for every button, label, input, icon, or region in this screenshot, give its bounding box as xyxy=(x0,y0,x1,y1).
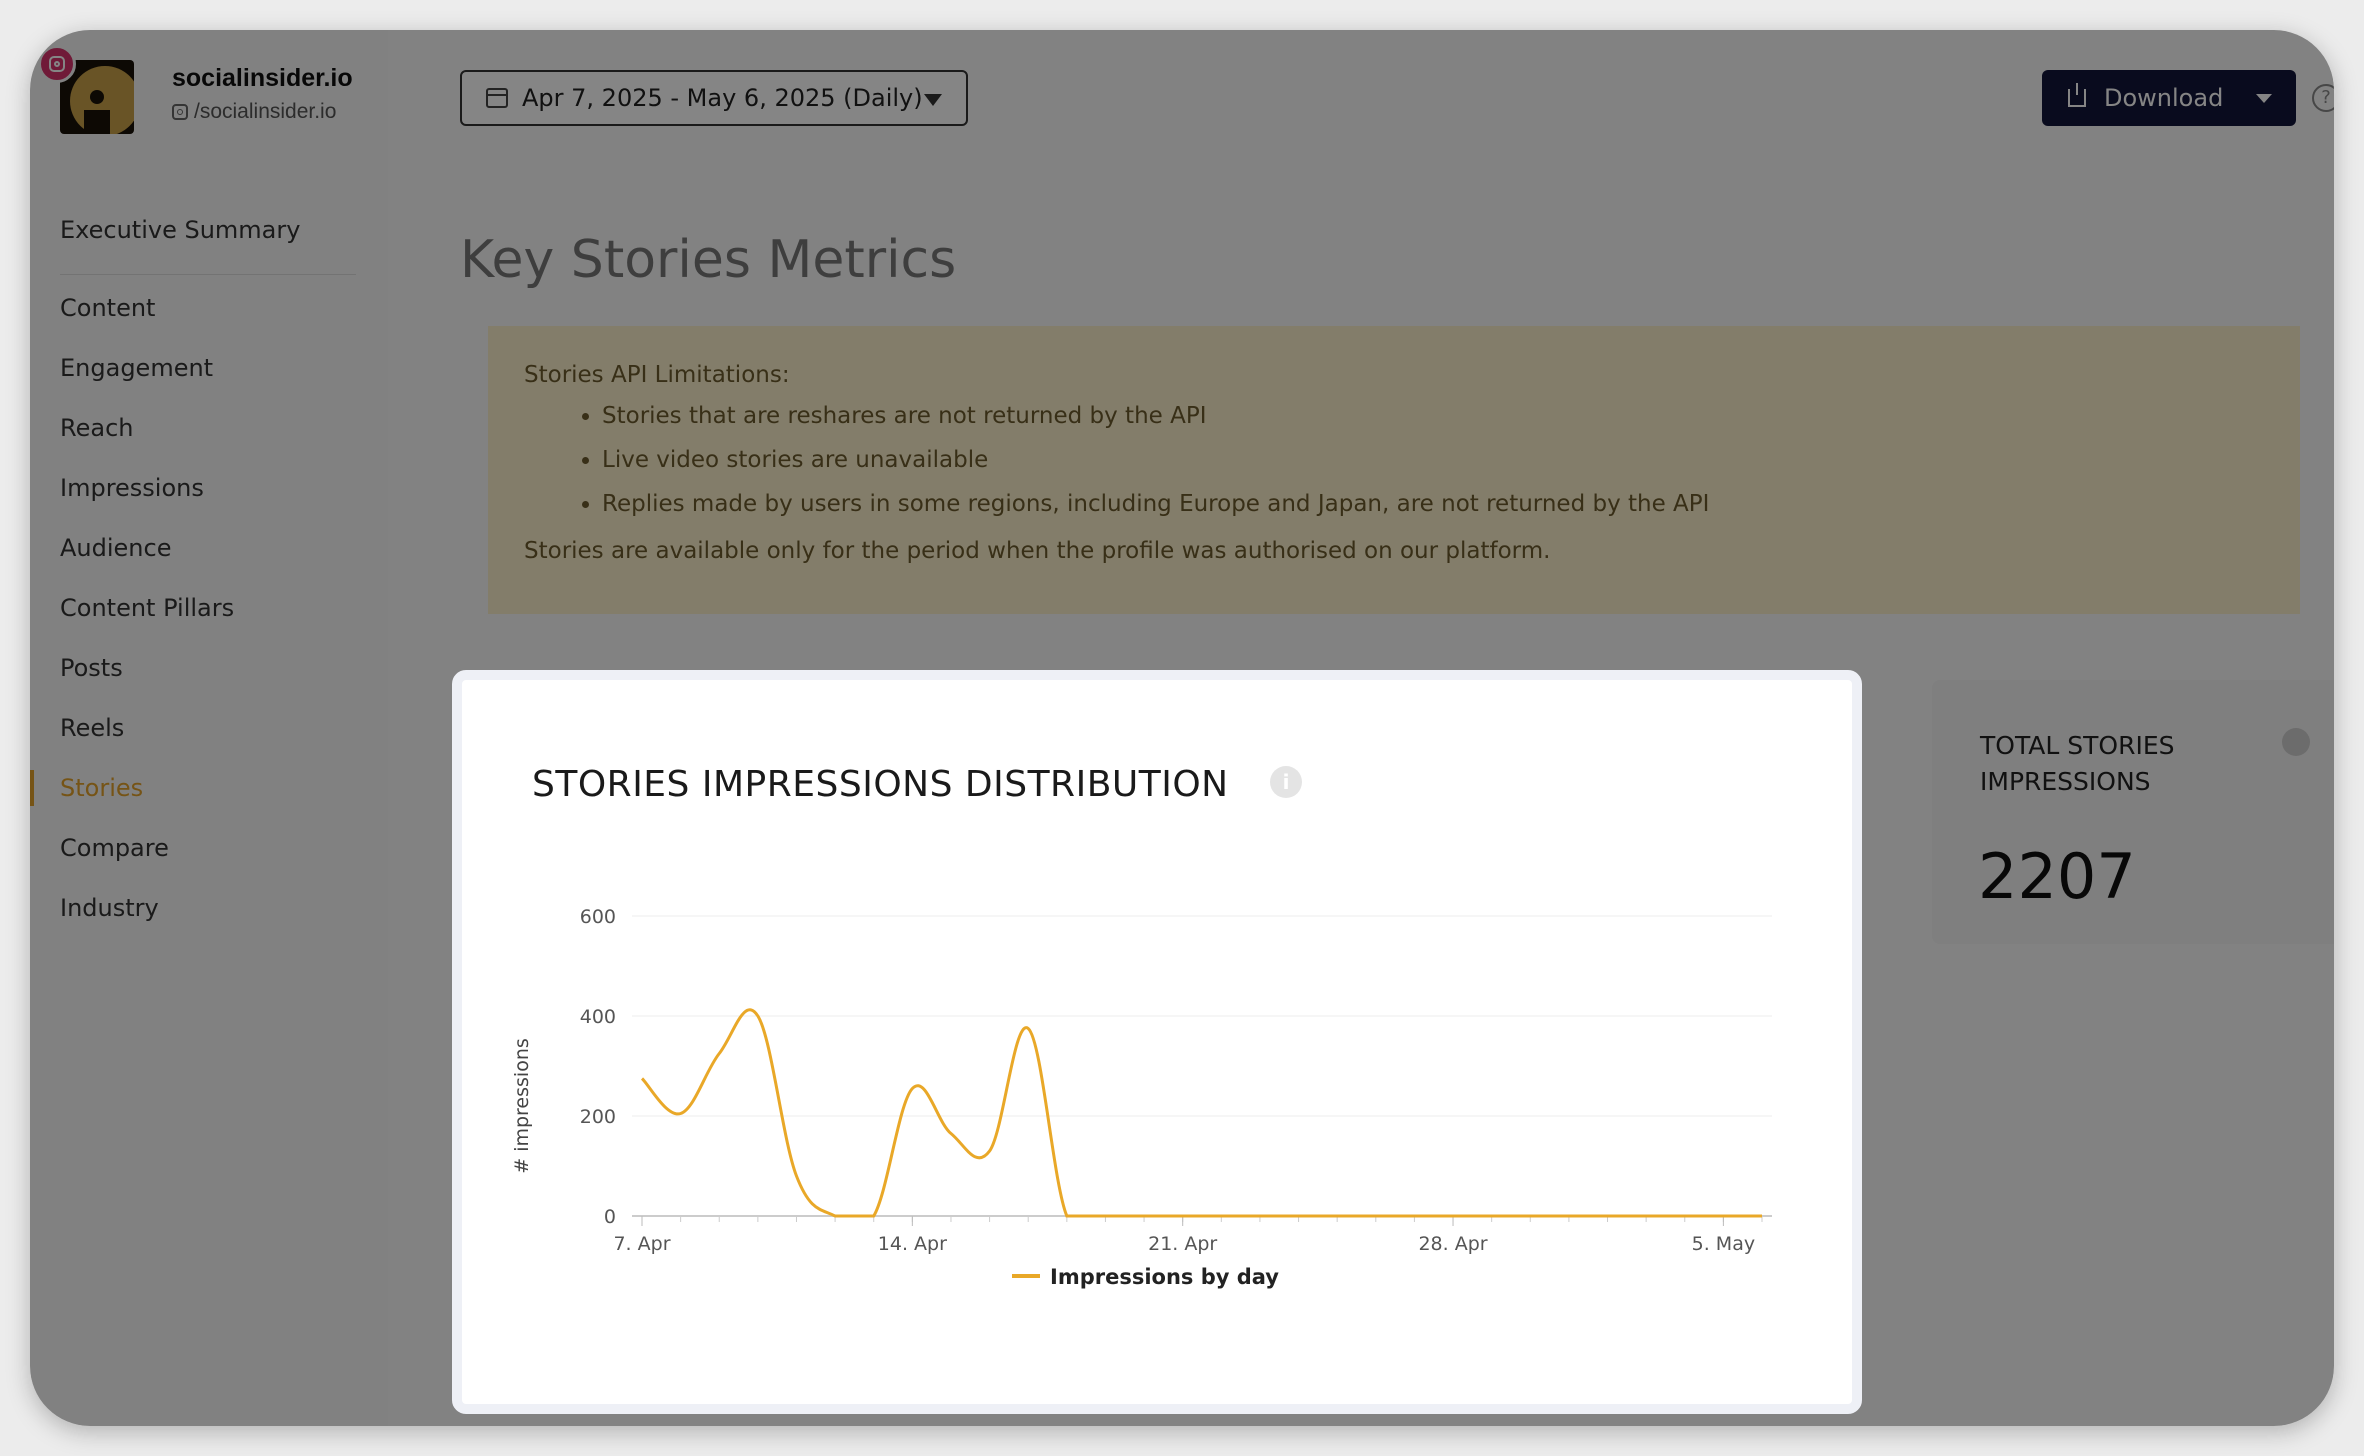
notice-heading: Stories API Limitations: xyxy=(524,362,790,388)
sidebar-item-industry[interactable]: Industry xyxy=(60,894,159,922)
sidebar-item-executive-summary[interactable]: Executive Summary xyxy=(60,216,301,244)
y-tick-label: 0 xyxy=(604,1206,616,1228)
x-tick-label: 7. Apr xyxy=(613,1233,670,1255)
sidebar-item-reach[interactable]: Reach xyxy=(60,414,134,442)
total-card-value: 2207 xyxy=(1978,840,2136,913)
sidebar-item-audience[interactable]: Audience xyxy=(60,534,172,562)
sidebar-item-content-pillars[interactable]: Content Pillars xyxy=(60,594,235,622)
sidebar-item-compare[interactable]: Compare xyxy=(60,834,169,862)
profile-header[interactable]: socialinsider.io /socialinsider.io xyxy=(38,45,380,134)
notice-bullet: Live video stories are unavailable xyxy=(602,438,2264,482)
sidebar-item-impressions[interactable]: Impressions xyxy=(60,474,204,502)
sidebar-item-reels[interactable]: Reels xyxy=(60,714,125,742)
instagram-icon xyxy=(38,45,76,83)
caret-down-icon xyxy=(924,94,942,106)
y-tick-label: 600 xyxy=(580,906,616,928)
instagram-small-icon xyxy=(172,104,188,120)
notice-footer: Stories are available only for the perio… xyxy=(524,538,1551,564)
notice-list: Stories that are reshares are not return… xyxy=(602,394,2264,526)
y-axis-label: # impressions xyxy=(511,1038,533,1174)
y-tick-label: 200 xyxy=(580,1106,616,1128)
date-range-picker[interactable]: Apr 7, 2025 - May 6, 2025 (Daily) xyxy=(460,70,968,126)
help-icon[interactable]: ? xyxy=(2312,84,2334,112)
legend-label: Impressions by day xyxy=(1050,1265,1279,1289)
x-tick-label: 5. May xyxy=(1692,1233,1755,1255)
nav-divider xyxy=(60,274,356,275)
total-card-title: TOTAL STORIES IMPRESSIONS xyxy=(1980,731,2175,796)
sidebar: socialinsider.io /socialinsider.io Execu… xyxy=(30,30,388,1426)
download-label: Download xyxy=(2104,84,2224,112)
download-dropdown-icon[interactable] xyxy=(2256,94,2272,103)
x-tick-label: 28. Apr xyxy=(1418,1233,1487,1255)
sidebar-nav: Executive Summary Content Engagement Rea… xyxy=(30,200,388,938)
sidebar-item-engagement[interactable]: Engagement xyxy=(60,354,214,382)
profile-name: socialinsider.io xyxy=(172,64,353,92)
sidebar-item-posts[interactable]: Posts xyxy=(60,654,123,682)
stories-impressions-chart-card: STORIES IMPRESSIONS DISTRIBUTION i 0 200 4… xyxy=(452,670,1862,1414)
info-icon[interactable] xyxy=(2282,728,2310,756)
download-button[interactable]: Download xyxy=(2042,70,2296,126)
notice-bullet: Stories that are reshares are not return… xyxy=(602,394,2264,438)
download-icon xyxy=(2068,83,2086,107)
total-stories-impressions-card: TOTAL STORIES IMPRESSIONS 2207 xyxy=(1932,680,2334,944)
profile-handle-text: /socialinsider.io xyxy=(194,100,337,123)
calendar-icon xyxy=(486,88,508,108)
date-range-label: Apr 7, 2025 - May 6, 2025 (Daily) xyxy=(522,84,923,112)
x-tick-label: 14. Apr xyxy=(878,1233,947,1255)
sidebar-item-stories[interactable]: Stories xyxy=(30,758,388,818)
sidebar-item-content[interactable]: Content xyxy=(60,294,156,322)
impressions-line-chart: 0 200 400 600 7. Apr 14. Apr 21. Apr 28. Apr 5. … xyxy=(511,906,1772,1289)
chart-title: STORIES IMPRESSIONS DISTRIBUTION xyxy=(532,764,1229,805)
y-tick-label: 400 xyxy=(580,1006,616,1028)
notice-bullet: Replies made by users in some regions, i… xyxy=(602,482,2264,526)
series-line-impressions-by-day xyxy=(640,1008,1762,1218)
page-title: Key Stories Metrics xyxy=(460,230,957,290)
app-window: socialinsider.io /socialinsider.io Execu… xyxy=(30,30,2334,1426)
x-tick-label: 21. Apr xyxy=(1148,1233,1217,1255)
profile-handle: /socialinsider.io xyxy=(172,100,336,124)
info-icon[interactable]: i xyxy=(1270,766,1302,798)
api-limitations-notice: Stories API Limitations: Stories that ar… xyxy=(488,326,2300,614)
